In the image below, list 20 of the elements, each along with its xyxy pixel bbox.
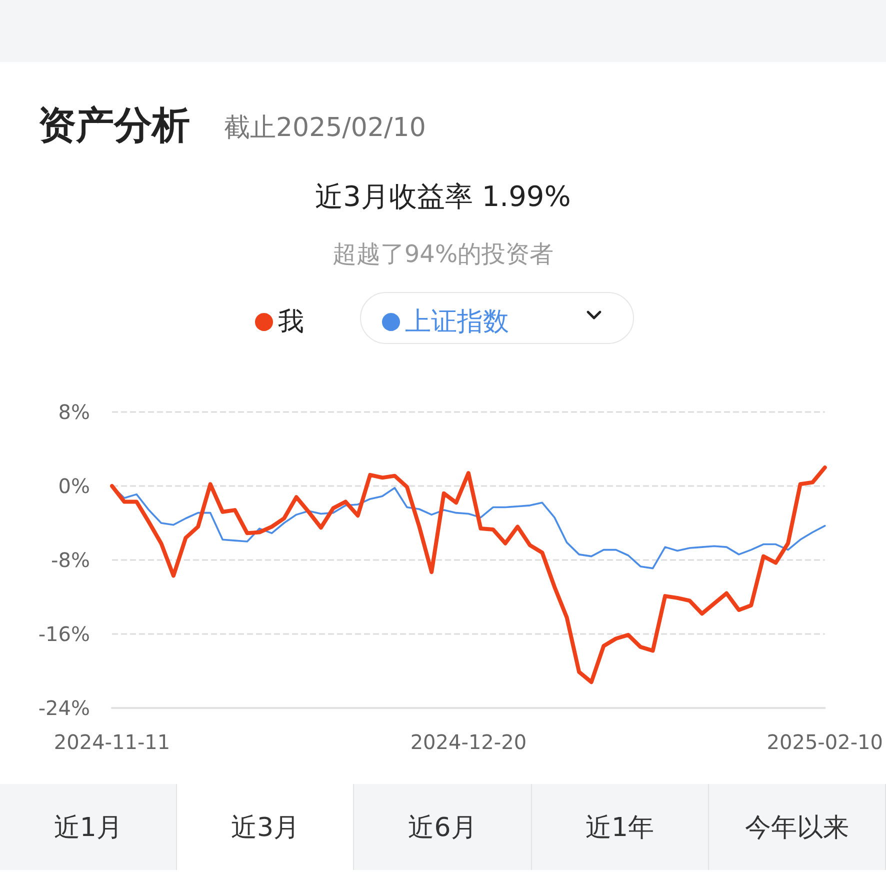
y-tick-label: -24%: [38, 696, 90, 720]
line-series: [110, 466, 827, 684]
text: 近3月: [177, 784, 354, 870]
chart-subtitle: 截止2025/02/10: [224, 112, 426, 145]
text: 今年以来: [708, 784, 886, 870]
text: 近3月收益率 1.99%: [314, 179, 572, 215]
x-tick-label: 2025-02-10: [766, 730, 883, 754]
text: 近6月: [354, 784, 532, 870]
text: 超越了94%的投资者: [331, 239, 555, 270]
chart-title: 资产分析: [38, 102, 190, 149]
y-tick-label: -16%: [38, 622, 90, 646]
legend-label: 上证指数: [405, 307, 509, 337]
legend-label: 我: [278, 307, 304, 337]
y-tick-label: -8%: [51, 548, 90, 572]
x-tick-label: 2024-12-20: [410, 730, 527, 754]
text: 近1月: [0, 784, 178, 870]
text: 近1年: [532, 784, 709, 870]
x-tick-label: 2024-11-11: [54, 730, 170, 754]
y-tick-label: 0%: [58, 474, 90, 498]
y-tick-label: 8%: [58, 400, 90, 424]
